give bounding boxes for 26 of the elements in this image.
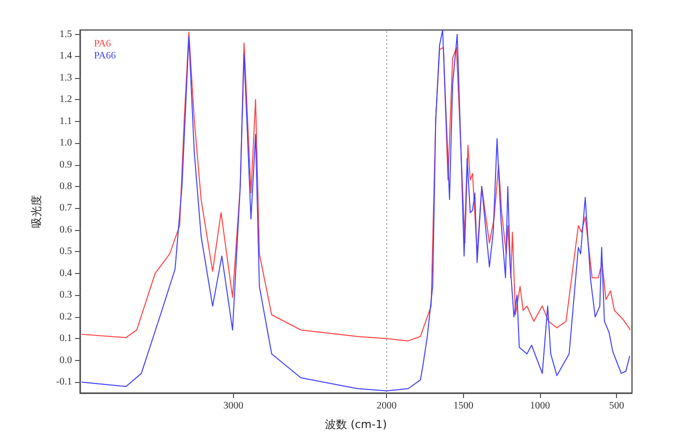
y-tick-label: 1.2 [60, 94, 72, 106]
y-tick-label: 1.5 [60, 28, 72, 40]
x-tick-label: 1500 [453, 400, 474, 412]
x-axis-title: 波数 (cm-1) [325, 418, 387, 431]
y-tick-label: 1.3 [60, 72, 72, 84]
y-tick-label: 0.1 [60, 333, 72, 344]
text: PA66 [94, 50, 116, 62]
y-tick-label: 1.4 [60, 50, 72, 62]
y-tick-label: -0.1 [56, 376, 72, 388]
y-tick-label: 0.3 [60, 290, 72, 301]
y-tick-label: 0.9 [60, 159, 72, 170]
y-tick-label: 0.4 [60, 268, 72, 279]
x-tick-label: 3000 [223, 400, 244, 412]
y-tick-label: 0.2 [60, 311, 72, 322]
x-tick-label: 500 [609, 400, 624, 412]
y-tick-label: 1.1 [60, 116, 72, 127]
x-tick-label: 1000 [530, 400, 550, 412]
y-tick-label: 0.6 [60, 224, 72, 236]
y-tick-label: 0.8 [60, 181, 72, 192]
y-tick-label: 0.5 [60, 246, 72, 258]
text: PA6 [94, 38, 111, 50]
y-tick-label: 0.7 [60, 202, 72, 214]
y-axis-title: 吸光度 [30, 195, 43, 228]
y-tick-label: 0.0 [60, 354, 72, 366]
x-tick-label: 2000 [376, 400, 397, 412]
y-tick-label: 1.0 [60, 138, 72, 149]
